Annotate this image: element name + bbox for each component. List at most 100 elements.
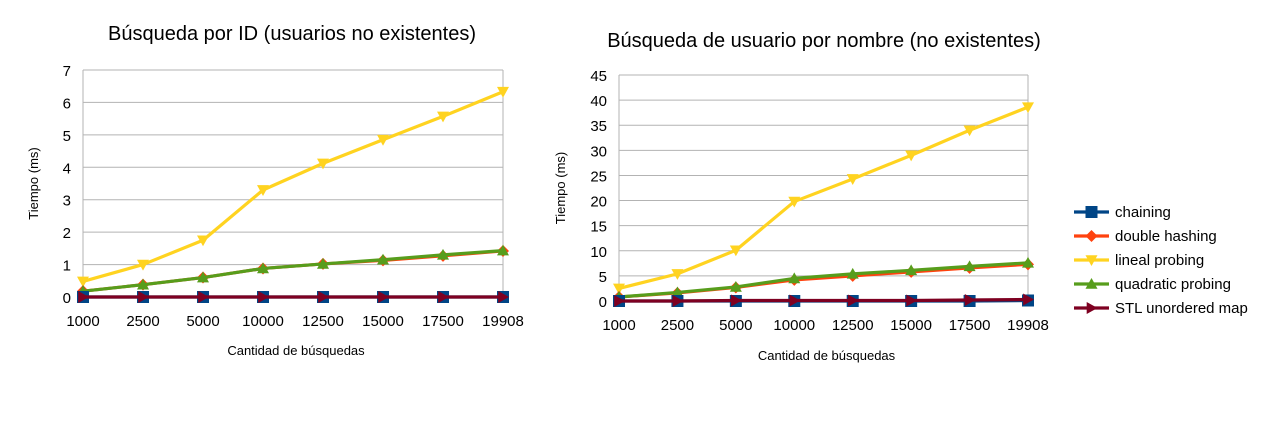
data-point [137, 259, 149, 271]
data-point [905, 150, 918, 162]
chart-title: Búsqueda por ID (usuarios no existentes) [108, 23, 476, 45]
chart-2: Búsqueda de usuario por nombre (no exist… [553, 30, 1049, 363]
y-tick-label: 0 [63, 290, 71, 307]
series-stl-unordered-map [614, 293, 1034, 307]
legend-label: lineal probing [1115, 252, 1204, 269]
x-tick-label: 19908 [1007, 317, 1049, 334]
data-point [731, 294, 742, 307]
data-point [789, 294, 801, 307]
data-point [906, 294, 918, 307]
data-point [257, 262, 269, 274]
data-point [729, 280, 742, 292]
series-quadratic-probing [77, 244, 509, 296]
data-point [437, 248, 449, 260]
x-axis-label: Cantidad de búsquedas [227, 343, 365, 358]
x-tick-label: 1000 [602, 317, 635, 334]
data-point [137, 278, 149, 290]
data-point [729, 245, 742, 257]
data-point [613, 283, 625, 295]
legend: chaining double hashing lineal probing quad… [1074, 204, 1248, 317]
data-point [197, 235, 209, 247]
data-point [1023, 293, 1034, 306]
data-point [497, 244, 509, 256]
series-line [82, 249, 504, 293]
x-tick-label: 2500 [126, 313, 159, 330]
x-tick-label: 5000 [186, 313, 219, 330]
series-lineal-probing [613, 102, 1034, 295]
data-point [377, 134, 389, 146]
legend-item: STL unordered map [1074, 300, 1248, 317]
data-point [846, 267, 859, 279]
legend-marker [1085, 230, 1098, 242]
data-point [198, 291, 209, 303]
y-axis-label: Tiempo (ms) [553, 152, 568, 224]
series-line [618, 105, 1029, 290]
y-tick-label: 15 [590, 219, 607, 236]
y-tick-label: 40 [590, 93, 607, 110]
y-tick-label: 4 [63, 160, 71, 177]
data-point [317, 257, 329, 269]
data-point [377, 253, 389, 265]
data-point [905, 264, 918, 276]
chart-title: Búsqueda de usuario por nombre (no exist… [607, 30, 1041, 52]
data-point [963, 260, 976, 272]
data-point [438, 291, 449, 303]
legend-marker [1085, 255, 1098, 266]
x-axis-label: Cantidad de búsquedas [758, 348, 896, 363]
data-point [846, 174, 859, 185]
series-line [618, 261, 1029, 299]
data-point [1022, 256, 1034, 268]
data-point [78, 291, 89, 303]
data-point [498, 291, 509, 303]
x-tick-label: 17500 [949, 317, 991, 334]
y-tick-label: 6 [63, 95, 71, 112]
data-point [788, 272, 801, 284]
data-point [672, 295, 684, 307]
y-tick-label: 5 [599, 269, 607, 286]
data-point [437, 111, 449, 123]
legend-label: STL unordered map [1115, 300, 1248, 317]
x-tick-label: 1000 [66, 313, 99, 330]
data-point [197, 271, 209, 283]
data-point [497, 86, 509, 98]
data-point [788, 196, 801, 208]
data-point [1022, 102, 1034, 114]
chart-1: Búsqueda por ID (usuarios no existentes)… [26, 23, 524, 358]
y-tick-label: 10 [590, 244, 607, 261]
legend-label: chaining [1115, 204, 1171, 221]
legend-marker [1085, 278, 1098, 289]
legend-label: quadratic probing [1115, 276, 1231, 293]
y-tick-label: 7 [63, 63, 71, 80]
x-tick-label: 12500 [832, 317, 874, 334]
legend-marker [1086, 302, 1098, 314]
x-tick-label: 2500 [661, 317, 694, 334]
y-tick-label: 35 [590, 118, 607, 135]
x-tick-label: 5000 [719, 317, 752, 334]
data-point [378, 291, 389, 303]
data-point [964, 293, 976, 306]
y-tick-label: 2 [63, 225, 71, 242]
legend-label: double hashing [1115, 228, 1217, 245]
legend-item: double hashing [1074, 228, 1217, 245]
y-tick-label: 3 [63, 193, 71, 210]
data-point [138, 291, 149, 303]
series-stl-unordered-map [78, 291, 509, 303]
data-point [77, 276, 89, 288]
y-axis-label: Tiempo (ms) [26, 147, 41, 219]
legend-item: chaining [1074, 204, 1171, 221]
series-line [82, 90, 504, 283]
x-tick-label: 15000 [362, 313, 404, 330]
y-tick-label: 45 [590, 68, 607, 85]
data-point [671, 269, 684, 280]
data-point [614, 295, 625, 307]
x-tick-label: 12500 [302, 313, 344, 330]
y-tick-label: 1 [63, 258, 71, 275]
y-tick-label: 30 [590, 143, 607, 160]
x-tick-label: 10000 [242, 313, 284, 330]
x-tick-label: 19908 [482, 313, 524, 330]
x-tick-label: 17500 [422, 313, 464, 330]
data-point [671, 286, 684, 298]
y-tick-label: 20 [590, 194, 607, 211]
data-point [258, 291, 269, 303]
series-line [619, 297, 1029, 303]
